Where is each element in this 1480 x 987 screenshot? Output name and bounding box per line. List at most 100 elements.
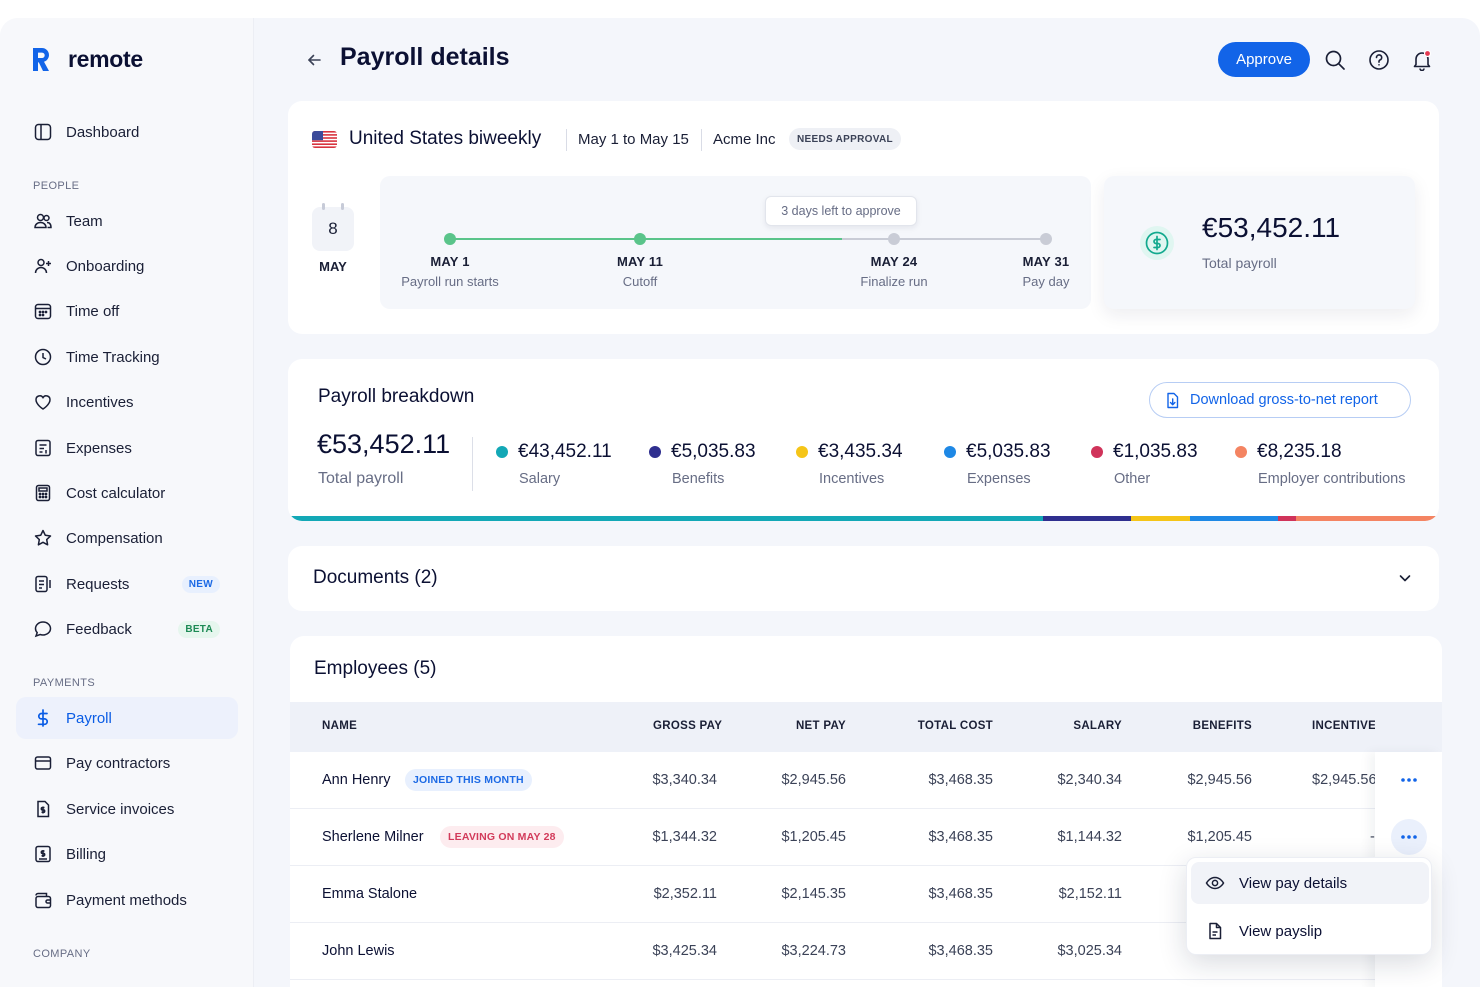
chevron-down-icon[interactable]	[1397, 570, 1413, 586]
breakdown-label: Salary	[519, 471, 561, 487]
logo[interactable]: remote	[28, 44, 143, 74]
row-more-button-active[interactable]	[1391, 819, 1427, 855]
column-header-net-pay[interactable]: NET PAY	[795, 720, 846, 732]
milestone-date: MAY 24	[870, 254, 918, 269]
breakdown-item-employer-contributions: €8,235.18 Employer contributions	[1235, 441, 1406, 487]
sidebar-item-onboarding[interactable]: Onboarding	[16, 245, 238, 287]
sidebar-item-payment-methods[interactable]: Payment methods	[16, 879, 238, 921]
new-badge: NEW	[181, 575, 220, 593]
milestone-label: Pay day	[1022, 274, 1070, 289]
sidebar-item-dashboard[interactable]: Dashboard	[16, 111, 238, 153]
row-more-button[interactable]	[1391, 762, 1427, 798]
column-header-gross-pay[interactable]: GROSS PAY	[653, 720, 723, 732]
sidebar-item-cost-calculator[interactable]: Cost calculator	[16, 472, 238, 514]
sidebar-item-service-invoices[interactable]: Service invoices	[16, 788, 238, 830]
beta-badge: BETA	[178, 620, 220, 638]
sidebar-item-compensation[interactable]: Compensation	[16, 517, 238, 559]
table-row[interactable]: Ann Henry JOINED THIS MONTH $3,340.34 $2…	[290, 752, 1442, 809]
sidebar-item-team[interactable]: Team	[16, 200, 238, 242]
more-horizontal-icon	[1401, 778, 1417, 782]
column-header-salary[interactable]: SALARY	[1073, 720, 1122, 732]
sidebar-item-label: Payroll	[66, 709, 112, 727]
breakdown-amount: €5,035.83	[966, 441, 1051, 462]
milestone-dot	[634, 233, 646, 245]
employee-name[interactable]: Sherlene Milner	[322, 829, 424, 845]
column-header-total-cost[interactable]: TOTAL COST	[917, 720, 993, 732]
menu-item-view-pay-details[interactable]: View pay details	[1191, 862, 1429, 904]
column-header-incentives[interactable]: INCENTIVES	[1312, 720, 1385, 732]
breakdown-item-other: €1,035.83 Other	[1091, 441, 1198, 487]
breakdown-item-benefits: €5,035.83 Benefits	[649, 441, 756, 487]
sidebar-item-billing[interactable]: Billing	[16, 833, 238, 875]
section-company: COMPANY	[33, 948, 91, 960]
table-row[interactable]: John Lewis $3,425.34 $3,224.73 $3,468.35…	[290, 923, 1442, 980]
sidebar-item-expenses[interactable]: Expenses	[16, 427, 238, 469]
total-payroll-amount: €53,452.11	[1202, 212, 1341, 243]
column-header-name[interactable]: NAME	[322, 720, 358, 732]
milestone-label: Cutoff	[622, 274, 658, 289]
users-icon	[33, 211, 53, 231]
sidebar-item-requests[interactable]: Requests NEW	[16, 563, 238, 605]
table-row[interactable]: Sherlene Milner LEAVING ON MAY 28 $1,344…	[290, 809, 1442, 866]
salary: $1,144.32	[1057, 829, 1122, 845]
breakdown-label: Employer contributions	[1258, 471, 1406, 487]
employee-name[interactable]: John Lewis	[322, 943, 395, 959]
sidebar: remote Dashboard PEOPLE Team Onboarding …	[0, 18, 254, 987]
breakdown-item-expenses: €5,035.83 Expenses	[944, 441, 1051, 487]
sidebar-item-incentives[interactable]: Incentives	[16, 381, 238, 423]
milestone-dot	[888, 233, 900, 245]
expenses-dot	[944, 446, 956, 458]
dashboard-icon	[33, 122, 53, 142]
incentives-dot	[796, 446, 808, 458]
employees-title: Employees (5)	[314, 658, 437, 679]
wallet-icon	[33, 890, 53, 910]
employee-name[interactable]: Emma Stalone	[322, 886, 418, 902]
invoice-icon	[33, 799, 53, 819]
sidebar-item-feedback[interactable]: Feedback BETA	[16, 608, 238, 650]
run-period: May 1 to May 15	[578, 131, 689, 148]
documents-title: Documents (2)	[313, 567, 438, 588]
sidebar-item-payroll[interactable]: Payroll	[16, 697, 238, 739]
breakdown-label: Benefits	[672, 471, 725, 487]
breakdown-stacked-bar	[288, 516, 1439, 521]
download-file-icon	[1167, 392, 1179, 408]
sidebar-item-label: Billing	[66, 845, 107, 863]
receipt-icon	[33, 438, 53, 458]
section-people: PEOPLE	[33, 180, 80, 192]
breakdown-bar-segment	[1277, 516, 1296, 521]
sidebar-item-pay-contractors[interactable]: Pay contractors	[16, 742, 238, 784]
salary: $3,025.34	[1057, 943, 1122, 959]
sidebar-item-label: Expenses	[66, 439, 132, 457]
benefits-dot	[649, 446, 661, 458]
section-payments: PAYMENTS	[33, 677, 96, 689]
calendar-month: MAY	[319, 259, 347, 274]
sidebar-item-label: Time off	[66, 302, 120, 320]
sidebar-item-time-tracking[interactable]: Time Tracking	[16, 336, 238, 378]
app-name: remote	[68, 45, 143, 72]
help-icon[interactable]	[1368, 49, 1390, 71]
divider	[566, 129, 567, 151]
breakdown-label: Other	[1114, 471, 1151, 487]
breakdown-bar-segment	[1295, 516, 1439, 521]
search-icon[interactable]	[1324, 49, 1346, 71]
documents-card[interactable]: Documents (2)	[288, 546, 1439, 611]
breakdown-label: Expenses	[967, 471, 1031, 487]
back-arrow-icon[interactable]	[305, 50, 325, 70]
net-pay: $2,945.56	[781, 772, 846, 788]
milestone-dot	[444, 233, 456, 245]
total-cost: $3,468.35	[928, 886, 993, 902]
menu-item-view-payslip[interactable]: View payslip	[1191, 910, 1429, 952]
eye-icon	[1205, 876, 1225, 890]
breakdown-amount: €43,452.11	[518, 441, 612, 462]
remote-logo-icon	[33, 48, 49, 71]
column-header-benefits[interactable]: BENEFITS	[1192, 720, 1252, 732]
approve-button[interactable]: Approve	[1218, 42, 1310, 77]
table-row[interactable]: Emma Stalone $2,352.11 $2,145.35 $3,468.…	[290, 866, 1442, 923]
employee-name[interactable]: Ann Henry	[322, 772, 391, 788]
milestone-dot	[1040, 233, 1052, 245]
divider	[472, 437, 473, 491]
notification-bell-icon[interactable]	[1411, 49, 1433, 71]
net-pay: $2,145.35	[781, 886, 846, 902]
download-report-button[interactable]: Download gross-to-net report	[1149, 382, 1411, 418]
sidebar-item-time-off[interactable]: Time off	[16, 290, 238, 332]
